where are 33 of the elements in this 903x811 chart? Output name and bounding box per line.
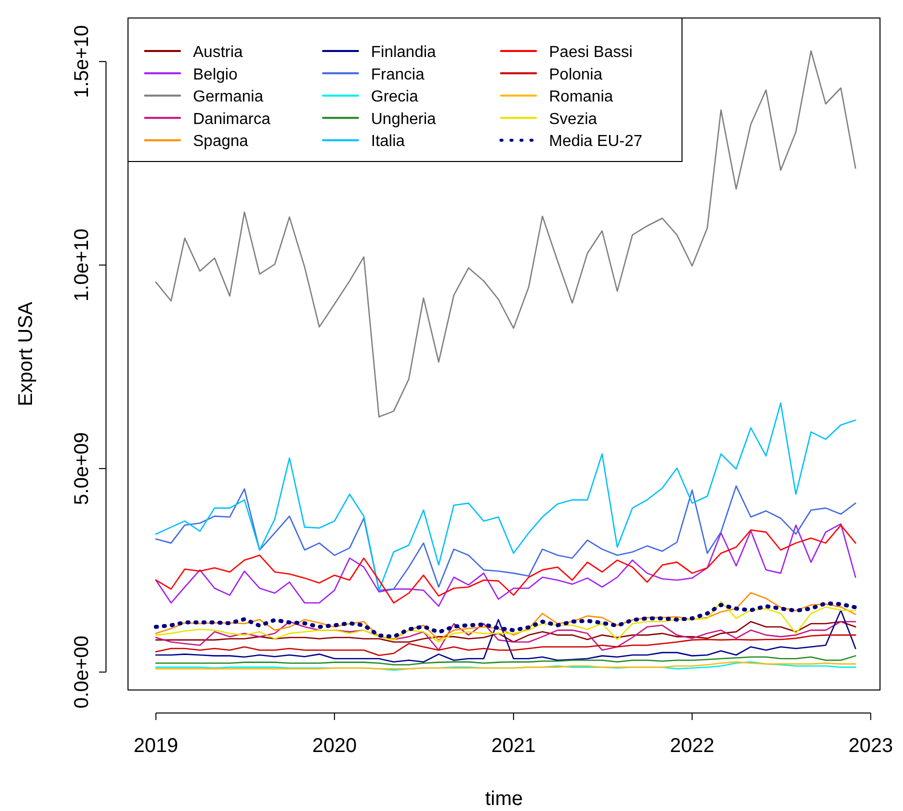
legend-label: Spagna bbox=[193, 133, 248, 150]
legend-label: Svezia bbox=[549, 110, 598, 128]
line-series bbox=[155, 620, 856, 651]
x-tick-label: 2019 bbox=[134, 735, 178, 757]
legend-label: Finlandia bbox=[371, 44, 436, 61]
x-tick-label: 2023 bbox=[848, 735, 893, 757]
legend-label: Media EU-27 bbox=[549, 133, 642, 150]
legend-label: Germania bbox=[193, 88, 264, 106]
x-axis-title: time bbox=[485, 788, 523, 810]
line-series bbox=[155, 402, 856, 591]
x-tick-label: 2021 bbox=[491, 735, 536, 757]
x-tick-label: 2020 bbox=[312, 735, 357, 757]
line-series bbox=[155, 485, 856, 591]
x-tick-label: 2022 bbox=[670, 735, 714, 757]
legend-label: Italia bbox=[371, 133, 405, 150]
legend-label: Romania bbox=[549, 88, 614, 106]
line-series bbox=[155, 620, 856, 643]
legend-label: Austria bbox=[193, 44, 243, 61]
y-tick-label: 0.0e+00 bbox=[71, 636, 93, 709]
legend-label: Belgio bbox=[193, 66, 238, 84]
y-tick-label: 1.0e+10 bbox=[71, 228, 93, 302]
y-tick-label: 5.0e+09 bbox=[71, 432, 93, 506]
y-tick-label: 1.5e+10 bbox=[71, 25, 93, 98]
line-series bbox=[155, 634, 856, 656]
legend-label: Grecia bbox=[371, 88, 418, 106]
legend-label: Polonia bbox=[549, 66, 602, 84]
y-axis-title: Export USA bbox=[15, 301, 37, 406]
legend-label: Paesi Bassi bbox=[549, 44, 633, 61]
legend-label: Ungheria bbox=[371, 110, 436, 128]
legend-label: Francia bbox=[371, 66, 424, 84]
line-series bbox=[155, 592, 856, 641]
legend-label: Danimarca bbox=[193, 110, 270, 128]
line-series bbox=[155, 655, 856, 666]
